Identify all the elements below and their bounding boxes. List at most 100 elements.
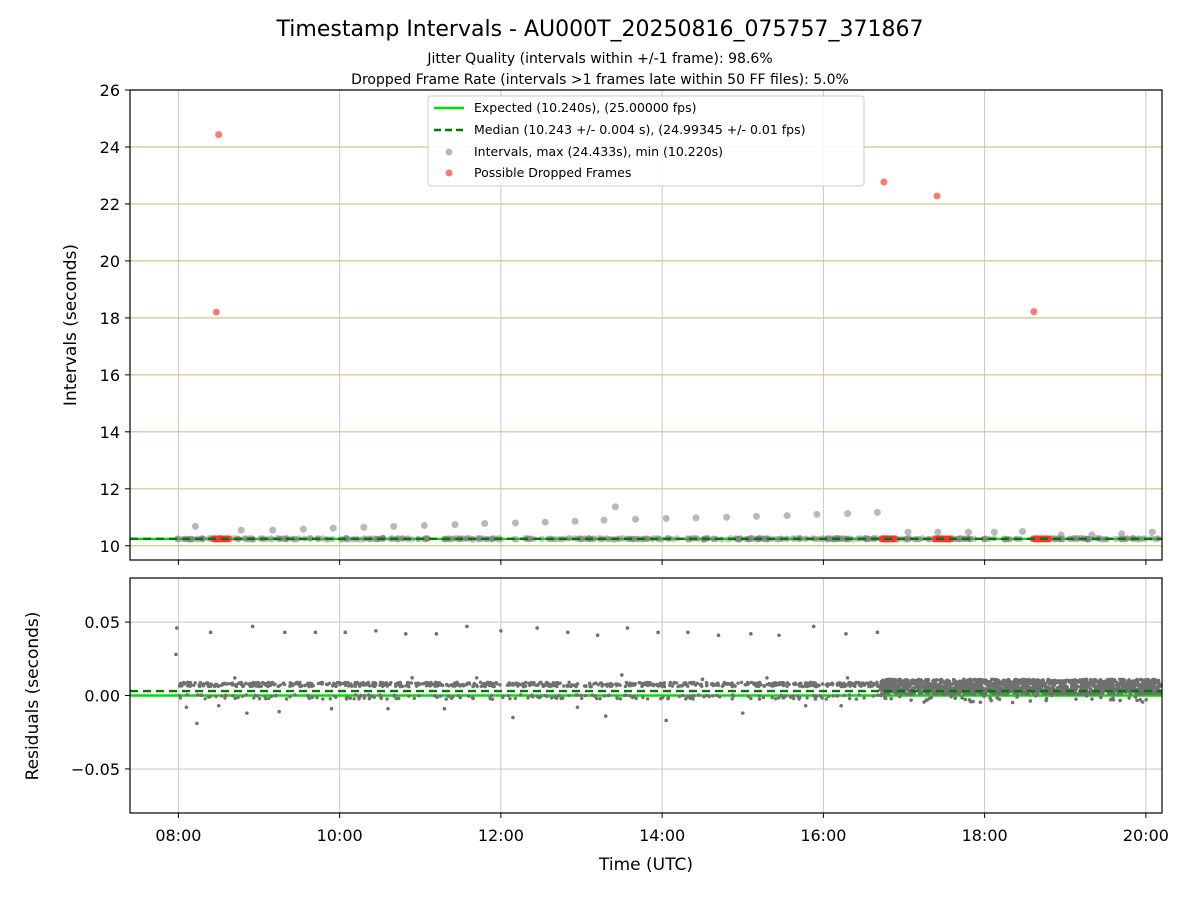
residual-point (785, 684, 789, 689)
residual-point (556, 682, 560, 686)
interval-point (481, 520, 489, 528)
residual-point (761, 695, 766, 700)
residual-point (508, 696, 512, 701)
residual-point (757, 680, 762, 685)
legend-intervals-marker (445, 148, 453, 156)
residual-point (1055, 680, 1059, 685)
interval-point (600, 516, 608, 524)
residual-point (219, 694, 224, 698)
residual-point (409, 681, 414, 685)
residual-point (553, 695, 557, 699)
interval-point (980, 535, 987, 543)
interval-point (527, 535, 534, 543)
interval-point (281, 535, 289, 542)
interval-point (345, 536, 352, 543)
residual-point (792, 696, 796, 701)
residual-point (777, 696, 781, 700)
residual-point (374, 681, 378, 686)
residuals-points (130, 624, 1163, 726)
residual-point (739, 680, 744, 685)
residual-point (590, 693, 594, 697)
residual-point (797, 684, 802, 688)
residual-point (244, 681, 248, 685)
residual-point (1103, 679, 1108, 684)
residual-point (853, 682, 857, 686)
dropped-frame-point (1045, 535, 1053, 543)
residual-point (678, 683, 682, 688)
residual-point (462, 683, 466, 687)
residual-point (274, 693, 278, 698)
residual-point (905, 678, 909, 683)
residual-point (746, 694, 751, 699)
interval-point (267, 535, 274, 542)
residual-point (343, 630, 348, 635)
residual-point (321, 697, 325, 701)
intervals-y-tick-label: 10 (100, 537, 120, 556)
residual-point (875, 680, 879, 685)
residual-point (1032, 681, 1037, 686)
residual-point (704, 680, 709, 685)
residual-point (1155, 680, 1160, 685)
interval-point (605, 535, 613, 543)
residual-point (370, 684, 375, 688)
residual-point (997, 678, 1001, 683)
residual-point (1012, 691, 1017, 696)
residual-point (434, 632, 439, 636)
intervals-y-tick-label: 16 (100, 366, 120, 385)
x-tick-label: 20:00 (1123, 826, 1169, 845)
residual-point (432, 693, 437, 698)
residual-point (997, 697, 1002, 702)
interval-point (723, 513, 731, 521)
residual-point (598, 696, 602, 701)
residual-point (488, 680, 493, 685)
residual-point (255, 694, 260, 698)
interval-point (692, 514, 700, 522)
residual-point (398, 684, 402, 688)
residual-point (299, 683, 303, 688)
residual-point (999, 680, 1004, 685)
residual-point (1076, 692, 1080, 696)
interval-point (747, 535, 754, 543)
residual-point (648, 682, 652, 686)
residual-point (990, 677, 994, 682)
residual-point (193, 681, 197, 685)
interval-point (590, 535, 598, 542)
residual-point (1149, 682, 1154, 687)
interval-point (854, 535, 861, 543)
interval-point (420, 522, 428, 530)
residual-point (662, 681, 667, 685)
dropped-frame-point (880, 178, 888, 186)
residual-point (539, 695, 543, 699)
residual-point (1127, 678, 1131, 682)
residual-point (267, 696, 271, 701)
interval-point (319, 535, 327, 542)
interval-point (372, 535, 379, 542)
residual-point (773, 681, 778, 685)
residual-point (431, 682, 435, 686)
residual-point (457, 683, 462, 687)
interval-point (1137, 535, 1144, 543)
residual-point (601, 682, 606, 687)
residual-point (674, 681, 679, 685)
residual-point (614, 682, 618, 686)
interval-point (737, 535, 744, 542)
residual-point (277, 709, 281, 714)
residual-point (651, 682, 655, 686)
intervals-y-tick-label: 12 (100, 480, 120, 499)
interval-point (421, 535, 428, 542)
intervals-y-ticks: 10 12 14 16 18 20 22 24 26 (100, 81, 130, 556)
residual-point (174, 626, 179, 630)
residual-point (1046, 677, 1050, 682)
residual-point (310, 695, 315, 699)
residual-point (372, 695, 376, 699)
residual-point (572, 683, 576, 687)
residual-point (884, 682, 888, 687)
interval-point (644, 535, 652, 542)
residual-point (1092, 680, 1096, 684)
residual-point (485, 680, 490, 685)
residual-point (1017, 682, 1021, 686)
interval-point (981, 535, 988, 542)
residual-point (799, 681, 803, 686)
residual-point (1037, 683, 1041, 687)
residual-point (872, 683, 876, 687)
